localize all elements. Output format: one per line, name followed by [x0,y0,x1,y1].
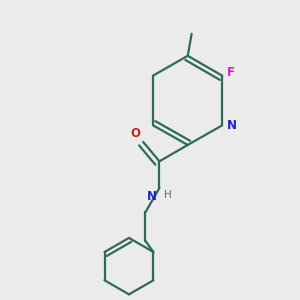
Text: O: O [131,127,141,140]
Text: N: N [227,119,237,132]
Text: N: N [146,190,157,202]
Text: F: F [227,66,235,79]
Text: H: H [164,190,172,200]
